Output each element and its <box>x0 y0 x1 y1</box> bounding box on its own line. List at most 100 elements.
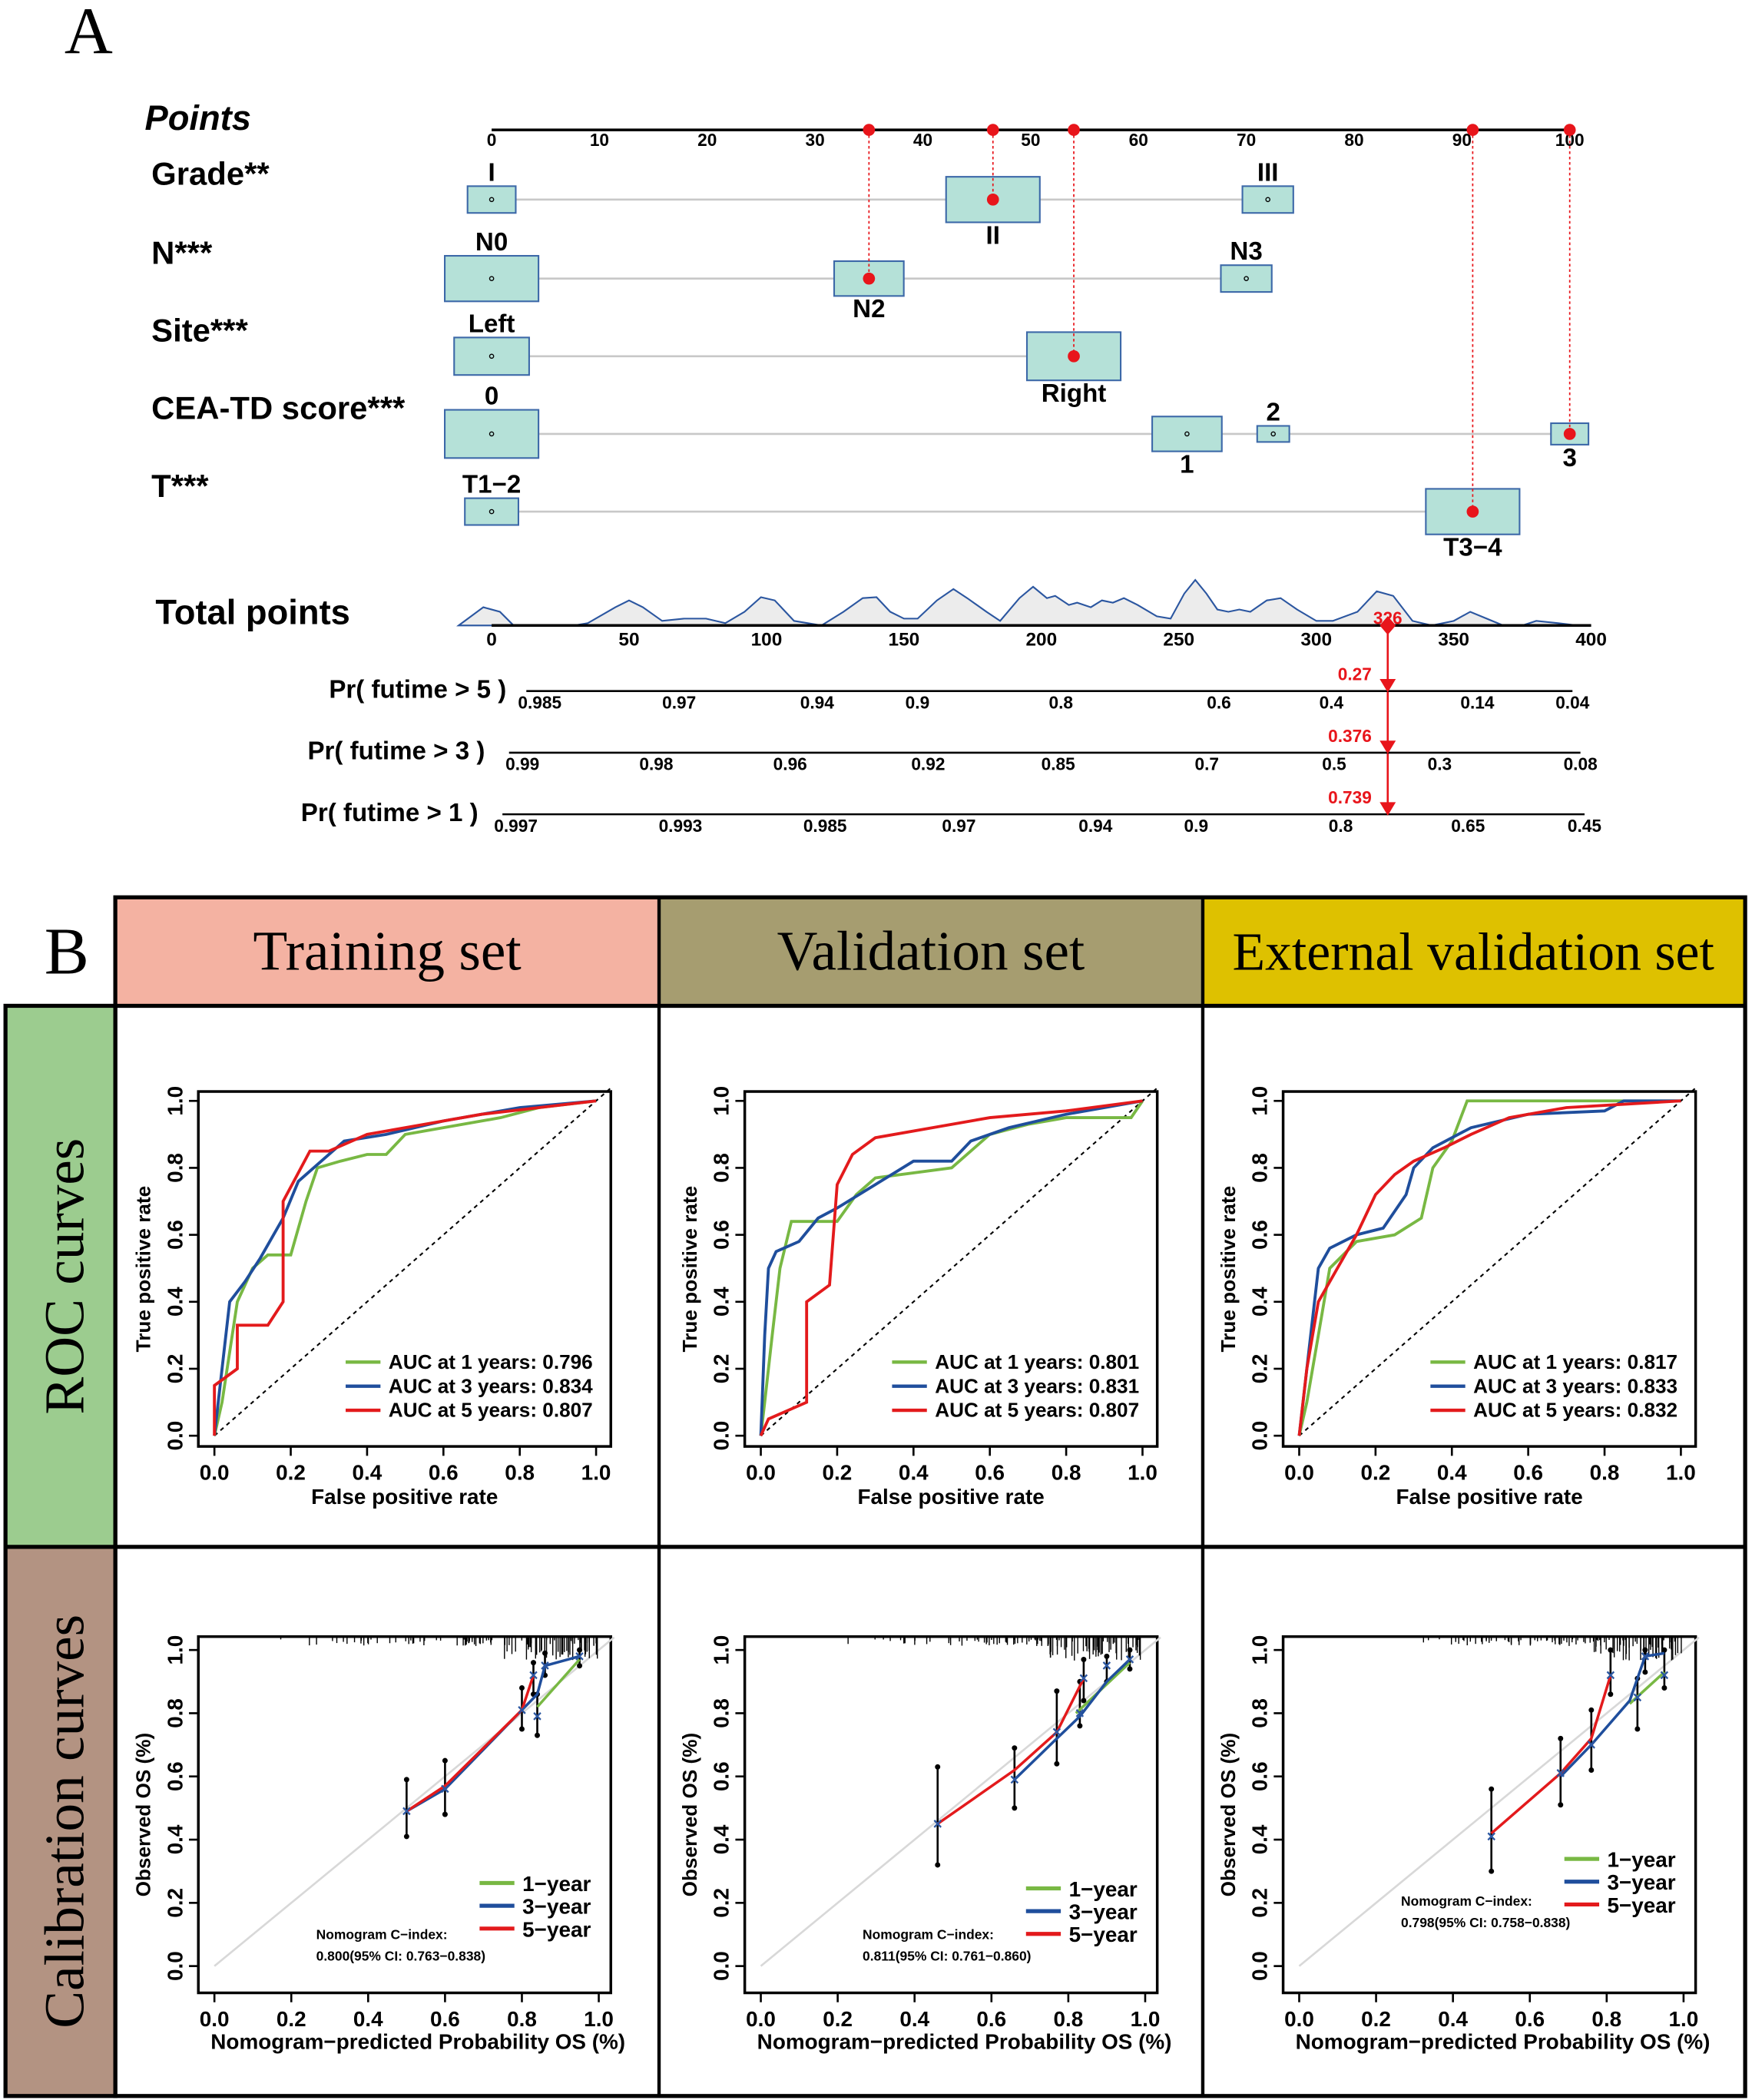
calibration-point-marker: × <box>1633 1689 1642 1707</box>
calibration-point-marker: × <box>532 1708 541 1726</box>
probability-tick-label: 0.993 <box>659 816 703 836</box>
x-tick-label: 0.6 <box>429 1461 459 1485</box>
roc-curve <box>1297 1099 1681 1436</box>
calibration-point-marker: × <box>1641 1648 1650 1665</box>
x-tick-label: 0.2 <box>277 2007 306 2031</box>
y-tick-label: 0.2 <box>710 1888 734 1918</box>
calibration-point-marker: × <box>1587 1737 1596 1754</box>
y-tick-label: 0.2 <box>710 1354 734 1384</box>
y-tick-label: 0.8 <box>163 1153 187 1183</box>
level-label: Left <box>469 310 515 338</box>
x-tick-label: 0.4 <box>899 1461 929 1485</box>
x-tick-label: 1.0 <box>1128 1461 1158 1485</box>
error-bar-cap <box>1558 1735 1564 1741</box>
error-bar-cap <box>1634 1726 1641 1732</box>
level-center-dot <box>1184 431 1190 437</box>
y-tick-label: 0.4 <box>163 1287 187 1317</box>
x-tick-label: 0.0 <box>1284 1461 1314 1485</box>
probability-tick-label: 0.96 <box>773 754 807 774</box>
x-tick-label: 0.6 <box>1515 2007 1545 2031</box>
x-axis-label: False positive rate <box>858 1485 1045 1509</box>
grid-lines <box>3 895 1747 2098</box>
probability-tick-label: 0.3 <box>1428 754 1452 774</box>
y-tick-label: 1.0 <box>1248 1086 1272 1116</box>
calibration-point-marker: × <box>1010 1771 1019 1789</box>
plot-frame <box>743 1090 1159 1448</box>
y-axis-label: True positive rate <box>1217 1186 1240 1352</box>
y-tick-label: 0.2 <box>1248 1888 1272 1918</box>
legend-label: AUC at 3 years: 0.831 <box>935 1374 1139 1397</box>
y-tick-label: 0.0 <box>1248 1421 1272 1451</box>
x-tick-label: 0.0 <box>200 1461 230 1485</box>
points-tick-label: 40 <box>913 130 932 150</box>
x-axis-label: Nomogram−predicted Probability OS (%) <box>757 2030 1172 2054</box>
probability-tick-label: 0.8 <box>1048 692 1073 712</box>
selected-points-dot <box>986 124 999 136</box>
legend-label: AUC at 1 years: 0.801 <box>935 1350 1139 1373</box>
x-tick-label: 0.0 <box>746 1461 776 1485</box>
probability-tick-label: 0.65 <box>1451 816 1485 836</box>
x-tick-label: 0.6 <box>975 1461 1005 1485</box>
level-box <box>1151 416 1223 452</box>
x-tick-label: 1.0 <box>584 2007 614 2031</box>
row-calibration-header <box>6 1548 114 2095</box>
points-tick-label: 70 <box>1237 130 1256 150</box>
roc-curve <box>759 1099 1143 1436</box>
error-bar-cap <box>1054 1760 1060 1767</box>
level-center-dot <box>1244 276 1249 281</box>
level-center-dot <box>489 276 495 281</box>
calibration-curve <box>936 1678 1085 1825</box>
cindex-title: Nomogram C−index: <box>863 1927 994 1943</box>
calibration-point-marker: × <box>440 1780 449 1798</box>
y-tick-label: 0.6 <box>710 1220 734 1250</box>
plot-frame <box>1281 1090 1697 1448</box>
calibration-curve <box>1559 1651 1665 1777</box>
legend-label: AUC at 1 years: 0.796 <box>389 1350 593 1373</box>
error-bar-cap <box>935 1862 941 1868</box>
points-tick-label: 20 <box>697 130 717 150</box>
error-bar-cap <box>935 1764 941 1770</box>
selected-points-dot <box>1466 124 1479 136</box>
y-tick-label: 0.6 <box>1248 1761 1272 1791</box>
legend-label: 1−year <box>1608 1848 1676 1872</box>
y-axis-label: Observed OS (%) <box>1217 1733 1240 1897</box>
error-bar-cap <box>518 1685 525 1691</box>
x-tick-label: 0.2 <box>276 1461 306 1485</box>
roc-plot: 0.0 0.0 0.2 0.2 0.4 0.4 0.6 0.6 0.8 0.8 1.0 1.0 Fals… <box>131 1086 613 1509</box>
error-bar-cap <box>577 1647 583 1653</box>
level-label: 1 <box>1180 450 1194 479</box>
x-tick-label: 1.0 <box>581 1461 611 1485</box>
probability-tick-label: 0.85 <box>1042 754 1075 774</box>
calibration-point-marker: × <box>1660 1667 1669 1684</box>
y-tick-label: 0.6 <box>710 1761 734 1791</box>
calibration-point-marker: × <box>528 1667 538 1684</box>
y-tick-label: 0.6 <box>163 1220 187 1250</box>
x-tick-label: 0.6 <box>976 2007 1006 2031</box>
y-tick-label: 0.6 <box>1248 1220 1272 1250</box>
selected-level-dot <box>863 272 876 285</box>
total-points-tick-label: 0 <box>486 629 497 650</box>
calibration-curve <box>1628 1671 1666 1705</box>
level-label: II <box>986 221 1000 250</box>
probability-axis-label: Pr( futime > 3 ) <box>307 737 485 766</box>
variable-label: Grade** <box>151 156 270 192</box>
level-box <box>444 409 540 459</box>
level-center-dot <box>1265 197 1270 203</box>
level-label: Right <box>1042 379 1107 408</box>
error-bar-cap <box>1608 1691 1614 1698</box>
error-bar-cap <box>535 1732 540 1738</box>
calibration-plot: 0.00.00.20.20.40.40.60.60.80.81.01.0Nomo… <box>678 1635 1172 2054</box>
legend-label: AUC at 1 years: 0.817 <box>1473 1350 1677 1373</box>
error-bar-cap <box>1127 1666 1133 1672</box>
calibration-point-marker: × <box>1606 1667 1615 1684</box>
level-label: 0 <box>485 383 498 411</box>
points-tick-label: 50 <box>1021 130 1040 150</box>
probability-tick-label: 0.98 <box>639 754 673 774</box>
variable-label: CEA-TD score*** <box>151 390 406 426</box>
error-bar-cap <box>1558 1802 1564 1808</box>
points-tick-label: 30 <box>806 130 825 150</box>
points-tick-label: 0 <box>487 130 497 150</box>
y-tick-label: 1.0 <box>163 1086 187 1116</box>
calibration-point-marker: × <box>1487 1828 1496 1846</box>
calibration-point-marker: × <box>1075 1704 1085 1722</box>
